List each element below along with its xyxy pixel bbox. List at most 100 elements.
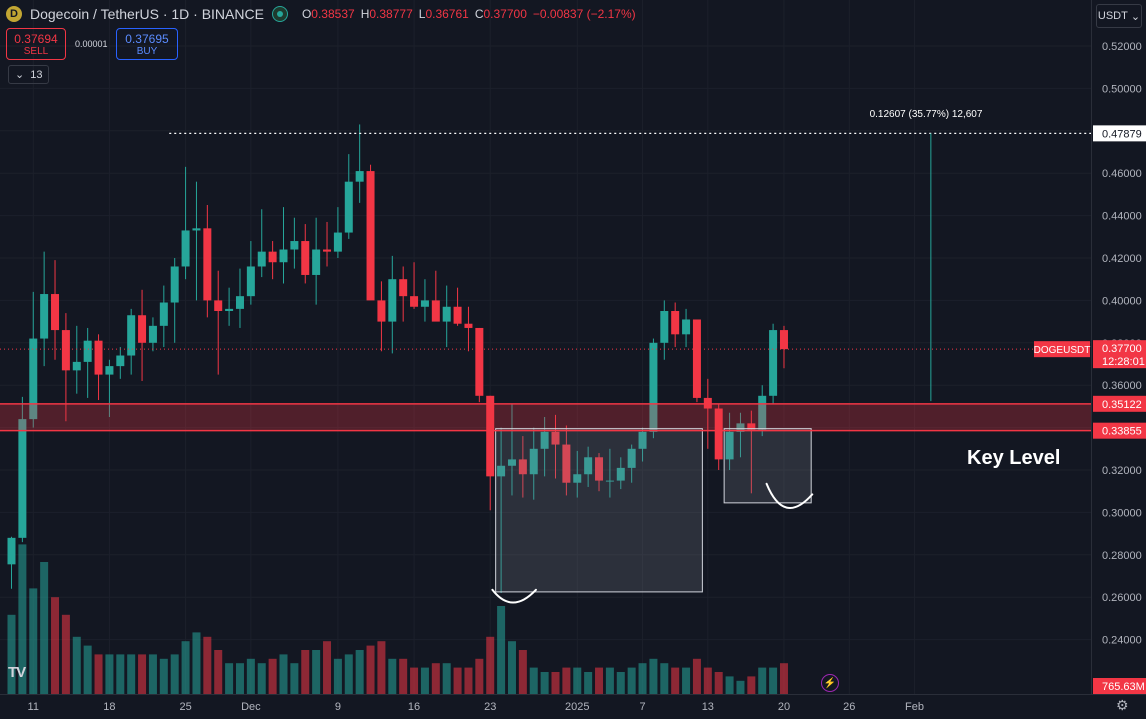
price-tick-label: 0.30000 <box>1102 507 1142 519</box>
candle-body <box>333 232 342 252</box>
candle-body <box>127 315 136 356</box>
buy-button[interactable]: 0.37695 BUY <box>116 28 178 60</box>
volume-bar <box>573 667 582 694</box>
volume-bar <box>497 606 506 694</box>
candle-body <box>105 366 114 375</box>
candle-body <box>584 457 593 475</box>
lightning-icon[interactable]: ⚡ <box>821 674 839 692</box>
volume-bar <box>203 636 212 694</box>
candle-body <box>279 249 288 263</box>
candle-body <box>682 319 691 335</box>
candle-body <box>18 419 27 538</box>
volume-bar <box>181 641 190 694</box>
key-level-zone <box>0 403 1091 431</box>
volume-bar <box>279 654 288 694</box>
volume-bar <box>638 663 647 694</box>
date-tick-label: 26 <box>843 701 855 713</box>
candle-body <box>595 457 604 481</box>
symbol-title[interactable]: Dogecoin / TetherUS · 1D · BINANCE <box>30 6 264 22</box>
candle-body <box>779 330 788 350</box>
date-tick-label: 11 <box>28 701 39 713</box>
candle-body <box>420 300 429 307</box>
volume-bar <box>225 663 234 694</box>
price-tick-label: 0.40000 <box>1102 295 1142 307</box>
candle-body <box>203 228 212 301</box>
candle-body <box>649 342 658 432</box>
volume-bar <box>725 676 734 694</box>
volume-bar <box>72 636 81 694</box>
price-tick-label: 0.52000 <box>1102 41 1142 53</box>
volume-bar <box>747 676 756 694</box>
candle-body <box>181 230 190 267</box>
volume-bar <box>551 672 560 694</box>
sell-label: SELL <box>23 46 49 57</box>
volume-bar <box>605 667 614 694</box>
candle-body <box>29 338 38 420</box>
candle-body <box>94 340 103 375</box>
date-tick-label: 25 <box>179 701 191 713</box>
volume-bar <box>323 641 332 694</box>
dogecoin-icon: D <box>6 6 22 22</box>
volume-bar <box>486 636 495 694</box>
volume-bar <box>540 672 549 694</box>
tradingview-logo-icon: TV <box>8 664 26 681</box>
chart-header: D Dogecoin / TetherUS · 1D · BINANCE O0.… <box>6 6 636 22</box>
date-tick-label: Feb <box>905 701 924 713</box>
chevron-down-icon: ⌄ <box>1130 10 1141 23</box>
candle-body <box>388 279 397 322</box>
candle-body <box>605 480 614 482</box>
candle-body <box>159 302 168 326</box>
volume-bar <box>649 658 658 694</box>
date-tick-label: 9 <box>335 701 341 713</box>
volume-bar <box>29 588 38 694</box>
volume-bar <box>714 672 723 694</box>
countdown-label: 12:28:01 <box>1102 356 1145 368</box>
level-price-label: 0.33855 <box>1102 426 1142 438</box>
candle-body <box>627 448 636 468</box>
volume-label: 765.63M <box>1102 681 1145 693</box>
candle-body <box>562 444 571 483</box>
volume-bar <box>344 654 353 694</box>
volume-bar <box>736 680 745 694</box>
high-price-tag <box>1093 125 1146 142</box>
candle-body <box>214 300 223 311</box>
volume-bar <box>627 667 636 694</box>
date-tick-label: 7 <box>639 701 645 713</box>
currency-selector[interactable]: USDT ⌄ <box>1096 4 1142 28</box>
indicators-toggle[interactable]: ⌄ 13 <box>8 65 50 84</box>
gear-icon[interactable]: ⚙ <box>1116 697 1129 713</box>
candle-body <box>540 431 549 449</box>
volume-bar <box>83 645 92 694</box>
volume-tag <box>1093 678 1146 694</box>
sell-button[interactable]: 0.37694 SELL <box>6 28 66 60</box>
spread-value: 0.00001 <box>75 39 108 49</box>
buy-price: 0.37695 <box>125 32 169 46</box>
candle-body <box>736 423 745 432</box>
volume-bar <box>366 645 375 694</box>
measure-label: 0.12607 (35.77%) 12,607 <box>870 109 983 120</box>
buy-label: BUY <box>136 46 158 57</box>
candle-body <box>692 319 701 398</box>
volume-bar <box>214 650 223 694</box>
candle-body <box>323 249 332 252</box>
candle-body <box>7 537 16 565</box>
volume-bar <box>584 672 593 694</box>
price-tick-label: 0.46000 <box>1102 168 1142 180</box>
current-price-label: 0.37700 <box>1102 343 1142 355</box>
candle-body <box>758 395 767 430</box>
symbol-tag-label: DOGEUSDT <box>1034 345 1091 356</box>
candle-body <box>72 361 81 371</box>
volume-bar <box>290 663 299 694</box>
volume-bar <box>246 658 255 694</box>
volume-bar <box>268 658 277 694</box>
consolidation-box <box>495 428 703 593</box>
price-tick-label: 0.36000 <box>1102 380 1142 392</box>
volume-bar <box>769 667 778 694</box>
candle-body <box>268 251 277 263</box>
candle-body <box>551 431 560 445</box>
price-tick-label: 0.26000 <box>1102 592 1142 604</box>
candle-body <box>170 266 179 303</box>
market-status-icon <box>271 6 288 22</box>
candle-body <box>138 315 147 343</box>
